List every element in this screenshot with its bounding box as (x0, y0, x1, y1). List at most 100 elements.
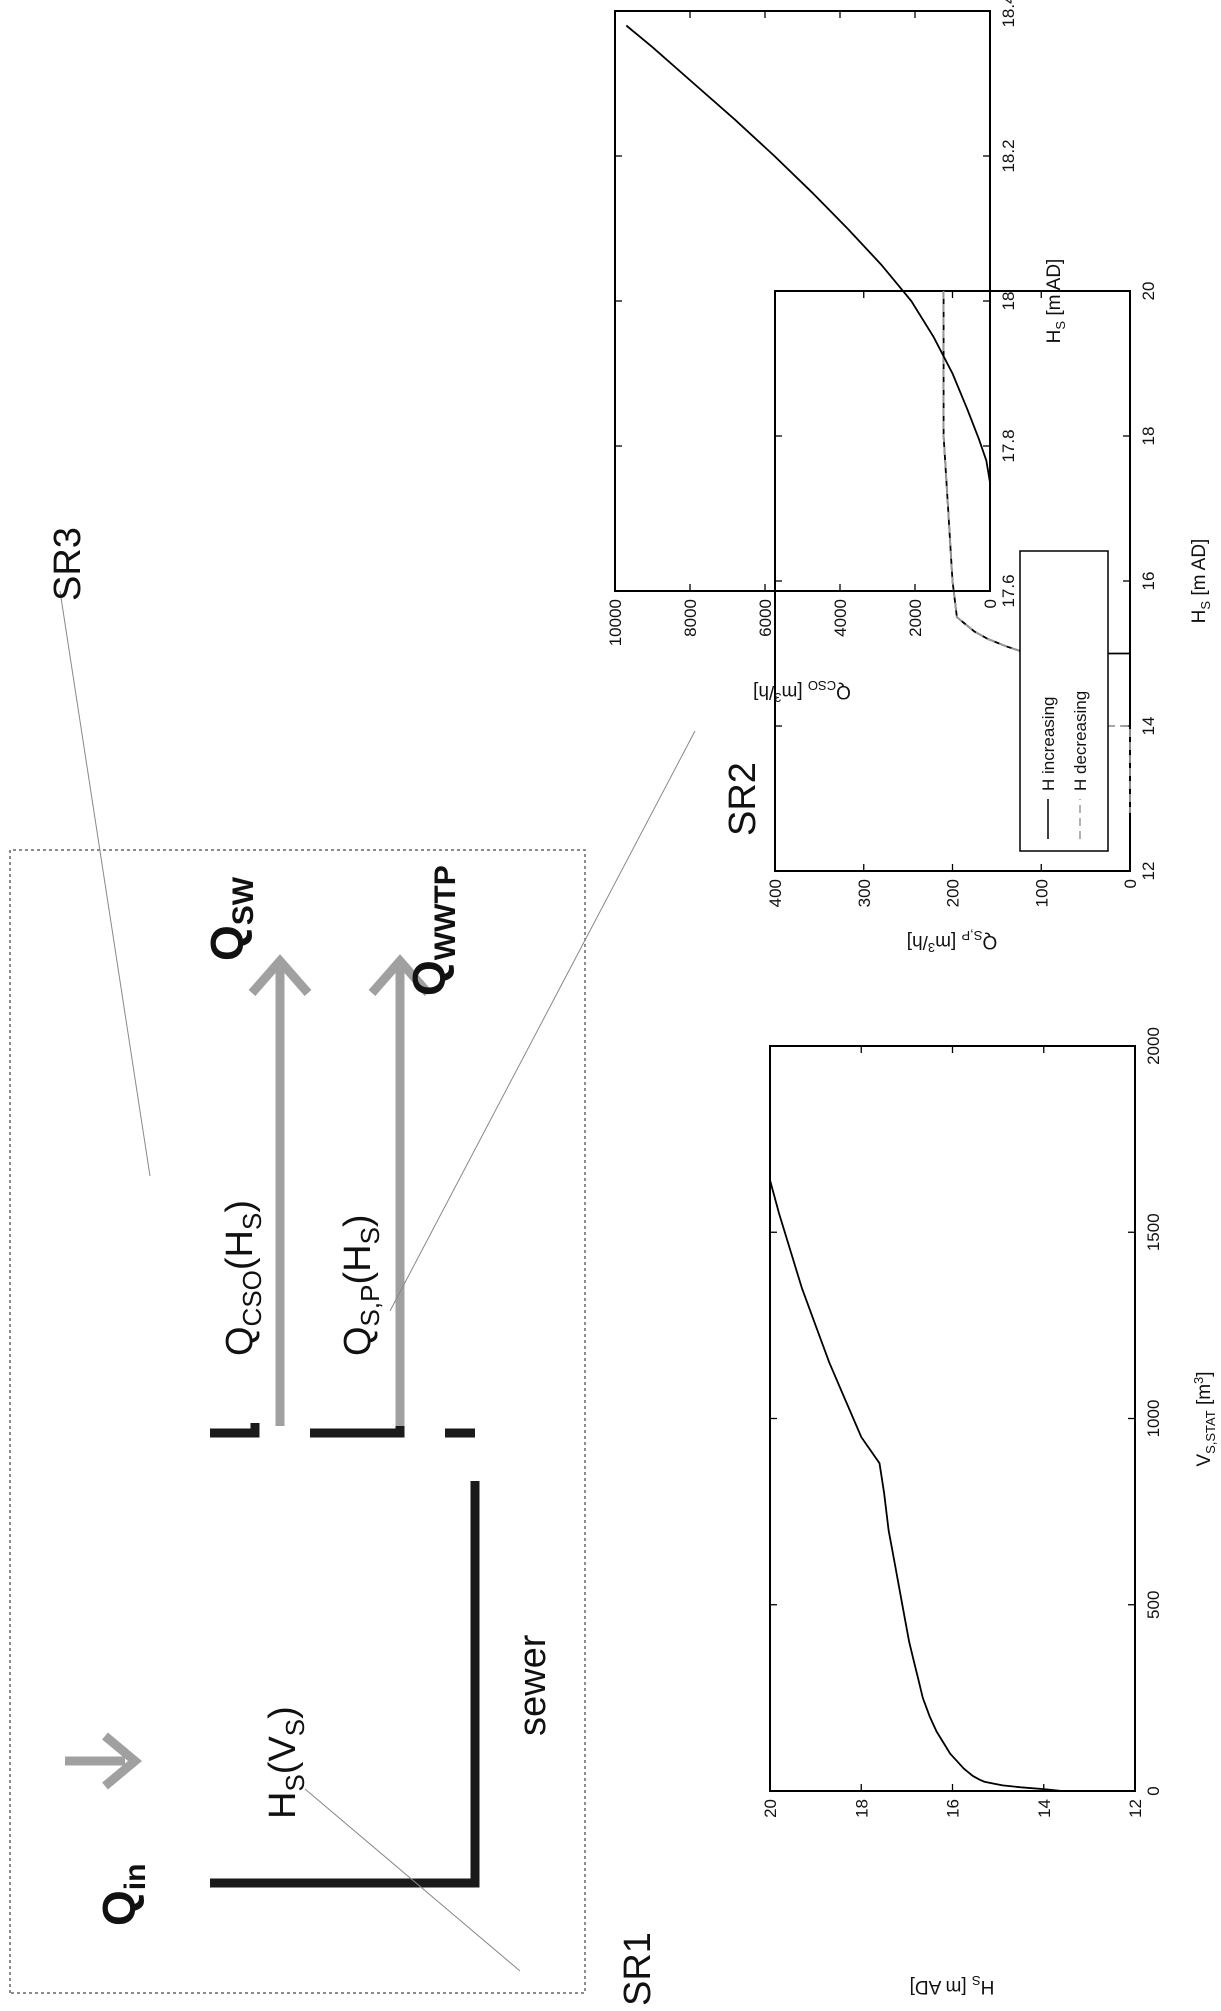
sr1-xtick-label: 0 (1144, 1786, 1163, 1795)
chart-sr1-xlabel-sub: S,STAT (1203, 1410, 1218, 1454)
sr1-xtick-label: 1000 (1144, 1400, 1163, 1438)
sewer-label: sewer (512, 1634, 554, 1736)
legend-box (1019, 550, 1109, 852)
chart-sr3-xlabel-main: H (1044, 330, 1065, 344)
sr3-ytick-label: 8000 (681, 599, 700, 637)
sr1-xtick-label: 1500 (1144, 1213, 1163, 1251)
q-sp-mid: (H (337, 1244, 379, 1284)
chart-sr2-ylabel-sub: S,P (962, 928, 983, 943)
sr1-xtick-label: 2000 (1144, 1027, 1163, 1065)
q-in-main: Q (93, 1890, 145, 1926)
q-sw-main: Q (201, 925, 253, 961)
chart-sr3-xlabel-sub: S (1053, 321, 1068, 330)
q-cso-label: QCSO(HS) (219, 1200, 267, 1356)
sr2-xtick-label: 20 (1139, 282, 1158, 301)
pump-arrow-head (368, 954, 432, 996)
sr1-ytick-label: 16 (944, 1799, 963, 1818)
q-cso-sub2: S (237, 1213, 267, 1230)
sr2-xtick-label: 16 (1139, 572, 1158, 591)
chart-sr3-xlabel-unit: [m AD] (1044, 259, 1065, 321)
chart-sr2-ylabel-end: /h] (907, 931, 928, 952)
q-wwtp-main: Q (403, 960, 455, 996)
sr3-xtick-label: 17.6 (999, 574, 1018, 607)
chart-sr2-ylabel-sup: 3 (928, 940, 935, 955)
chart-sr1-xlabel-main: V (1194, 1454, 1215, 1467)
sr3-xtick-label: 18.2 (999, 139, 1018, 172)
sr3-xtick-label: 18.4 (999, 0, 1018, 28)
inflow-arrow-head (102, 1732, 143, 1790)
sr1-xtick-label: 500 (1144, 1591, 1163, 1619)
sr1-ytick-label: 18 (852, 1799, 871, 1818)
hs-vs-mid: (V (262, 1736, 304, 1775)
legend-entry-decreasing: H decreasing (1071, 691, 1090, 791)
chart-sr2-ylabel-unit: [m (935, 931, 961, 952)
sr3-ytick-label: 2000 (906, 599, 925, 637)
weir-middle-wall (310, 1423, 405, 1438)
chart-sr3-ylabel-sub: CSO (808, 678, 836, 693)
chart-sr3-marks: 17.6 17.8 18 18.2 18.4 0 2000 4000 6000 8000 10000 (606, 0, 1018, 646)
sr2-ytick-label: 0 (1121, 879, 1140, 888)
chart-sr3-ylabel-sup: 3 (774, 690, 781, 705)
sr3-ytick-label: 10000 (606, 599, 625, 646)
sr2-ytick-label: 400 (766, 879, 785, 907)
sr2-ytick-label: 100 (1032, 879, 1051, 907)
chart-sr1-ylabel-main: H (981, 1976, 995, 1997)
sr2-label: SR2 (722, 762, 764, 836)
chart-sr2-xlabel: HS [m AD] (1189, 539, 1213, 624)
schematic-frame (9, 849, 586, 1994)
sr2-ytick-label: 200 (944, 879, 963, 907)
sr1-plot-frame (769, 1045, 1136, 1792)
q-sp-main: Q (337, 1326, 379, 1356)
chart-sr3-ylabel-unit: [m (782, 681, 808, 702)
sr3-ytick-label: 6000 (756, 599, 775, 637)
chart-sr1-xlabel-unit: [m (1194, 1384, 1215, 1410)
sr2-xtick-label: 18 (1139, 427, 1158, 446)
q-cso-main: Q (219, 1326, 261, 1356)
sr1-ytick-label: 12 (1126, 1799, 1145, 1818)
q-cso-mid: (H (219, 1230, 261, 1270)
chart-sr3-ylabel-main: Q (836, 681, 851, 702)
chart-sr1-ylabel: HS [m AD] (910, 1973, 995, 1997)
chart-sr1-ylabel-sub: S (972, 1973, 981, 1988)
hs-vs-sub2: S (280, 1719, 310, 1736)
chart-sr2-xlabel-main: H (1189, 610, 1210, 624)
sr3-line-series-0 (625, 24, 991, 483)
chart-sr2-legend: H increasing H decreasing (1019, 550, 1109, 852)
chart-sr3-xlabel: HS [m AD] (1044, 259, 1068, 344)
sr2-xtick-label: 12 (1139, 862, 1158, 881)
sr3-ytick-label: 0 (981, 599, 1000, 608)
sewer-wall-left (210, 1481, 480, 1888)
q-sp-label: QS,P(HS) (337, 1214, 385, 1356)
sr2-line-h-decreasing (942, 291, 1131, 813)
sr2-ytick-label: 300 (855, 879, 874, 907)
chart-sr1-ylabel-unit: [m AD] (910, 1976, 972, 1997)
q-sw-label: QSW (201, 876, 260, 961)
cso-arrow-head (248, 954, 312, 996)
chart-sr2-xlabel-sub: S (1198, 601, 1213, 610)
q-sp-sub2: S (355, 1227, 385, 1244)
sewer-schematic: Qin HS(VS) sewer QCSO(HS) QS,P(HS) QSW Q… (9, 527, 764, 2006)
sr1-line-series-0 (769, 1179, 1063, 1792)
q-sw-sub: SW (227, 876, 260, 925)
chart-sr2-ylabel: QS,P [m3/h] (907, 928, 998, 955)
q-wwtp-sub: WWTP (429, 865, 462, 960)
chart-sr1-xlabel-sup: 3 (1191, 1377, 1206, 1384)
sr3-xtick-label: 17.8 (999, 429, 1018, 462)
hs-vs-sub1: S (280, 1774, 310, 1791)
chart-sr1-xlabel-end: ] (1194, 1371, 1215, 1376)
q-in-sub: in (119, 1864, 152, 1891)
sr1-label: SR1 (617, 1932, 659, 2006)
q-sp-sub: S,P (355, 1285, 385, 1327)
sr2-leader-line (389, 730, 696, 1312)
q-sp-end: ) (337, 1214, 379, 1227)
q-in-label: Qin (93, 1864, 152, 1926)
chart-sr3-ylabel-end: /h] (753, 681, 774, 702)
legend-entry-increasing: H increasing (1039, 697, 1058, 792)
chart-sr2-ylabel-main: Q (982, 931, 997, 952)
sr1-ytick-label: 14 (1035, 1799, 1054, 1818)
